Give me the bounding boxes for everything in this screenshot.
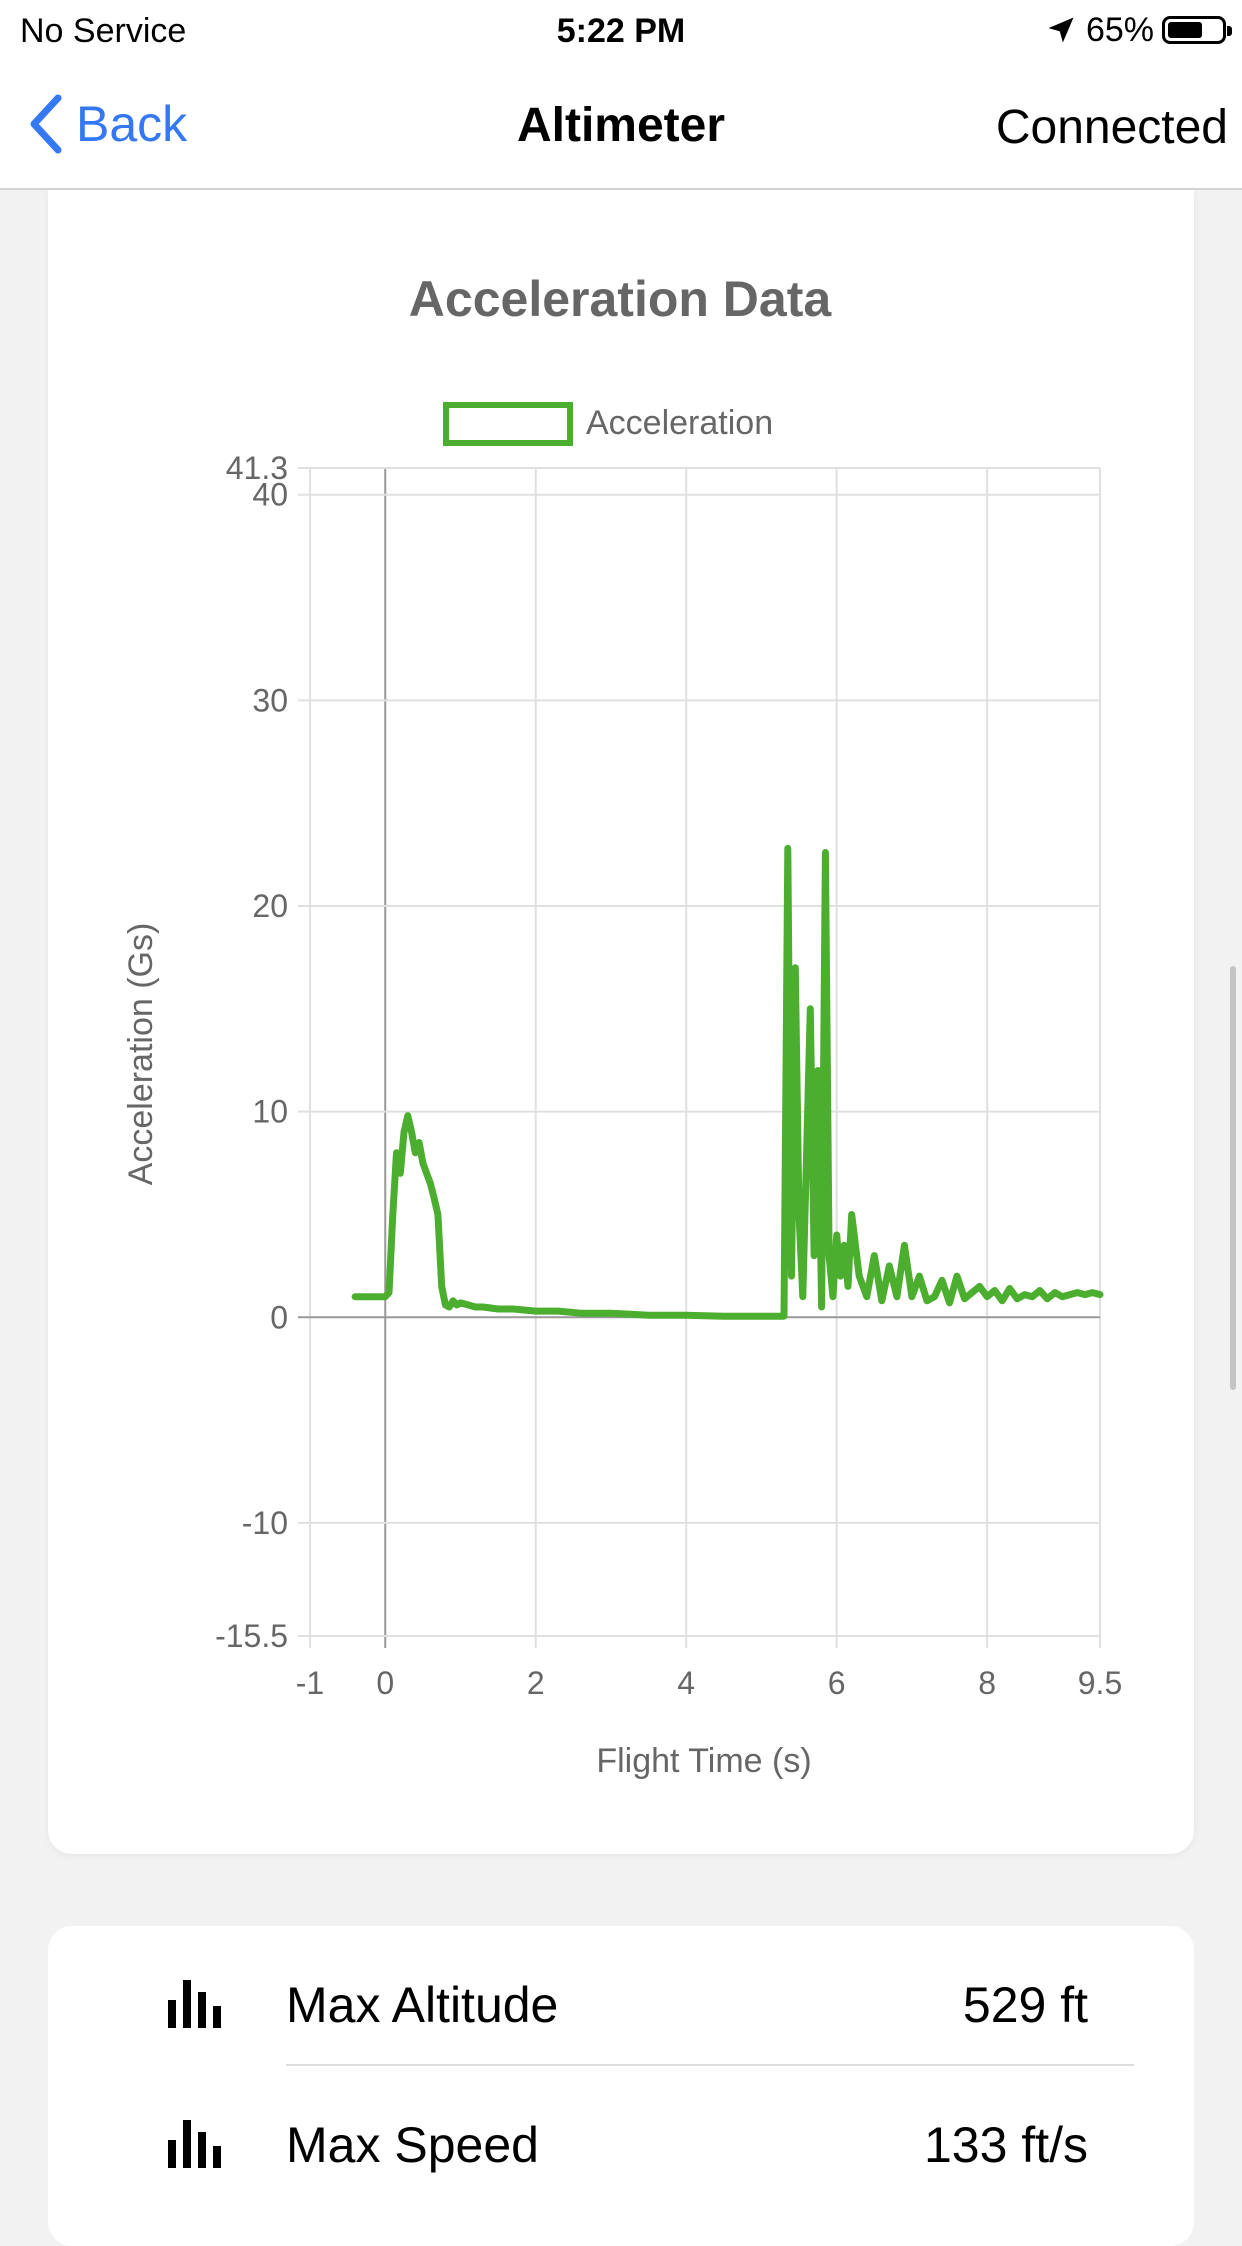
carrier-label: No Service <box>20 12 187 50</box>
battery-tip <box>1227 26 1232 36</box>
x-tick-label: 6 <box>828 1665 846 1701</box>
x-tick-label: -1 <box>296 1665 324 1701</box>
row-divider <box>286 2064 1134 2066</box>
status-bar-right: 65% <box>1046 10 1232 50</box>
flight-stats-card: Max Altitude 529 ft Max Speed 133 ft/s <box>48 1926 1194 2246</box>
connection-status: Connected <box>995 101 1228 154</box>
battery-icon <box>1162 16 1232 44</box>
x-tick-label: 9.5 <box>1078 1665 1122 1701</box>
location-arrow-icon <box>1048 17 1074 43</box>
y-tick-label: 30 <box>252 682 288 718</box>
y-tick-label: 0 <box>270 1299 288 1335</box>
battery-fill <box>1168 22 1202 38</box>
x-tick-label: 8 <box>978 1665 996 1701</box>
legend-label: Acceleration <box>586 404 773 442</box>
y-tick-label: 20 <box>252 888 288 924</box>
scroll-indicator[interactable] <box>1230 966 1236 1390</box>
series-line-acceleration <box>351 844 1104 1320</box>
back-label: Back <box>76 96 188 152</box>
acceleration-chart: Acceleration Data Acceleration -1 0 2 4 6 8 9.… <box>122 271 1122 1780</box>
legend-swatch <box>443 402 573 446</box>
battery-percent: 65% <box>1085 10 1154 49</box>
y-tick-label: 10 <box>252 1094 288 1130</box>
x-tick-label: 0 <box>376 1665 394 1701</box>
bar-chart-icon <box>168 2120 221 2168</box>
x-tick-label: 4 <box>677 1665 695 1701</box>
stat-label: Max Speed <box>286 2117 539 2173</box>
stat-value: 529 ft <box>962 1977 1088 2033</box>
stat-row-max-altitude[interactable]: Max Altitude 529 ft <box>48 1926 1194 2066</box>
status-bar: No Service 5:22 PM 65% <box>0 0 1242 62</box>
navigation-bar: Back Altimeter Connected <box>0 62 1242 190</box>
y-tick-label: -15.5 <box>215 1618 288 1654</box>
stat-label: Max Altitude <box>286 1977 559 2033</box>
y-tick-label: -10 <box>242 1505 288 1541</box>
y-axis-label: Acceleration (Gs) <box>122 923 160 1186</box>
x-axis-label: Flight Time (s) <box>596 1742 811 1780</box>
stat-row-max-speed[interactable]: Max Speed 133 ft/s <box>48 2066 1194 2206</box>
acceleration-chart-card: Acceleration Data Acceleration -1 0 2 4 6 8 9.… <box>48 190 1194 1854</box>
bar-chart-icon <box>168 1980 221 2028</box>
chart-legend[interactable]: Acceleration <box>443 402 773 446</box>
chevron-left-icon <box>30 94 62 154</box>
y-tick-label: 41.3 <box>226 450 288 486</box>
clock: 5:22 PM <box>556 12 686 50</box>
page-title: Altimeter <box>516 99 726 152</box>
y-tick-label: 40 <box>252 477 288 513</box>
chart-title: Acceleration Data <box>409 271 833 327</box>
x-tick-label: 2 <box>527 1665 545 1701</box>
stat-value: 133 ft/s <box>924 2117 1088 2173</box>
back-button[interactable]: Back <box>26 92 187 156</box>
